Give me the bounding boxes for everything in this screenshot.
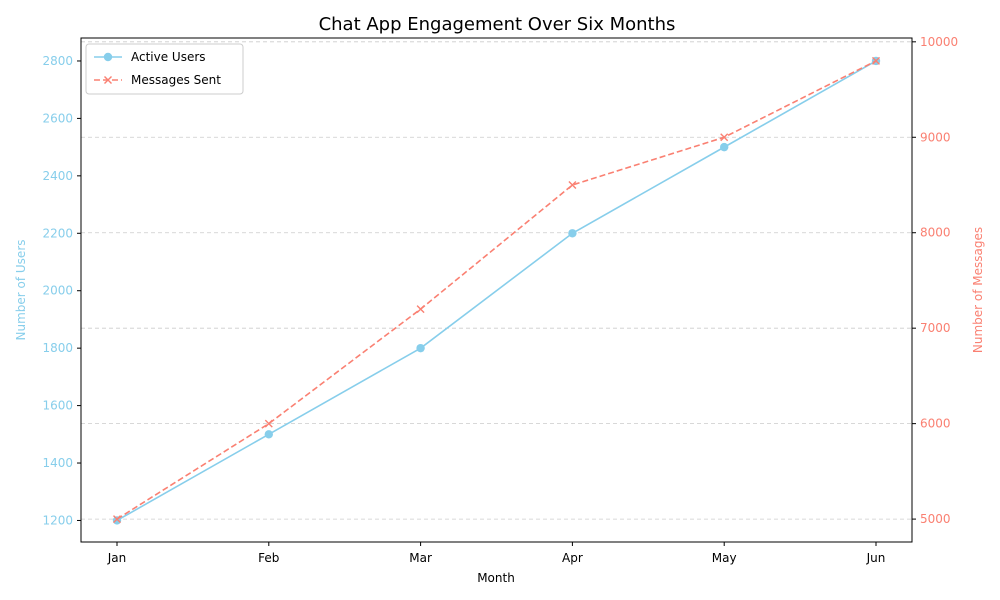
y-axis-left-label: Number of Users — [14, 239, 28, 340]
legend: Active Users Messages Sent — [85, 43, 244, 95]
data-point-messages-sent — [720, 133, 729, 142]
y-left-tick-label: 2000 — [42, 284, 73, 298]
data-point-messages-sent — [568, 181, 577, 189]
data-point-messages-sent — [264, 419, 273, 428]
y-right-tick-label: 5000 — [920, 512, 951, 526]
x-axis: Jan Feb Mar Apr May Jun — [107, 542, 886, 565]
x-tick-label: Feb — [258, 551, 279, 565]
data-point-messages-sent — [416, 305, 425, 314]
series-line-messages-sent — [116, 60, 877, 520]
y-left-tick-label: 1800 — [42, 341, 73, 355]
y-left-tick-label: 1400 — [42, 456, 73, 470]
y-axis-right-label: Number of Messages — [971, 227, 985, 353]
x-tick-label: Mar — [409, 551, 432, 565]
y-right-tick-label: 10000 — [920, 35, 958, 49]
legend-marker-messages-sent — [104, 76, 112, 84]
plot-frame — [80, 37, 913, 543]
series-line-active-users — [116, 60, 877, 522]
data-point-messages-sent — [113, 515, 121, 524]
data-point-messages-sent — [872, 56, 880, 65]
y-right-tick-label: 8000 — [920, 226, 951, 240]
series-layer — [112, 56, 881, 525]
data-point-active-users — [568, 229, 577, 238]
y-left-tick-label: 2800 — [42, 54, 73, 68]
chart-title: Chat App Engagement Over Six Months — [319, 14, 676, 35]
y-left-tick-label: 2200 — [42, 226, 73, 240]
grid — [81, 41, 912, 520]
y-left-tick-label: 1200 — [42, 513, 73, 527]
x-tick-label: Jan — [107, 551, 127, 565]
x-tick-label: Apr — [562, 551, 583, 565]
data-point-active-users — [720, 142, 729, 152]
x-tick-label: Jun — [866, 551, 886, 565]
y-right-tick-label: 9000 — [920, 130, 951, 144]
y-left-tick-label: 2600 — [42, 111, 73, 125]
legend-label-messages-sent: Messages Sent — [131, 73, 221, 87]
legend-marker-active-users — [103, 52, 113, 62]
y-axis-right: 5000 6000 7000 8000 9000 10000 — [912, 35, 958, 526]
x-axis-label: Month — [477, 571, 515, 585]
legend-box — [85, 43, 244, 95]
x-tick-label: May — [712, 551, 737, 565]
y-right-tick-label: 7000 — [920, 321, 951, 335]
y-axis-left: 1200 1400 1600 1800 2000 2200 2400 2600 2800 — [42, 54, 81, 527]
legend-label-active-users: Active Users — [131, 50, 206, 64]
data-point-active-users — [416, 343, 425, 353]
y-right-tick-label: 6000 — [920, 417, 951, 431]
y-left-tick-label: 2400 — [42, 169, 73, 183]
y-left-tick-label: 1600 — [42, 399, 73, 413]
data-point-active-users — [264, 430, 273, 439]
